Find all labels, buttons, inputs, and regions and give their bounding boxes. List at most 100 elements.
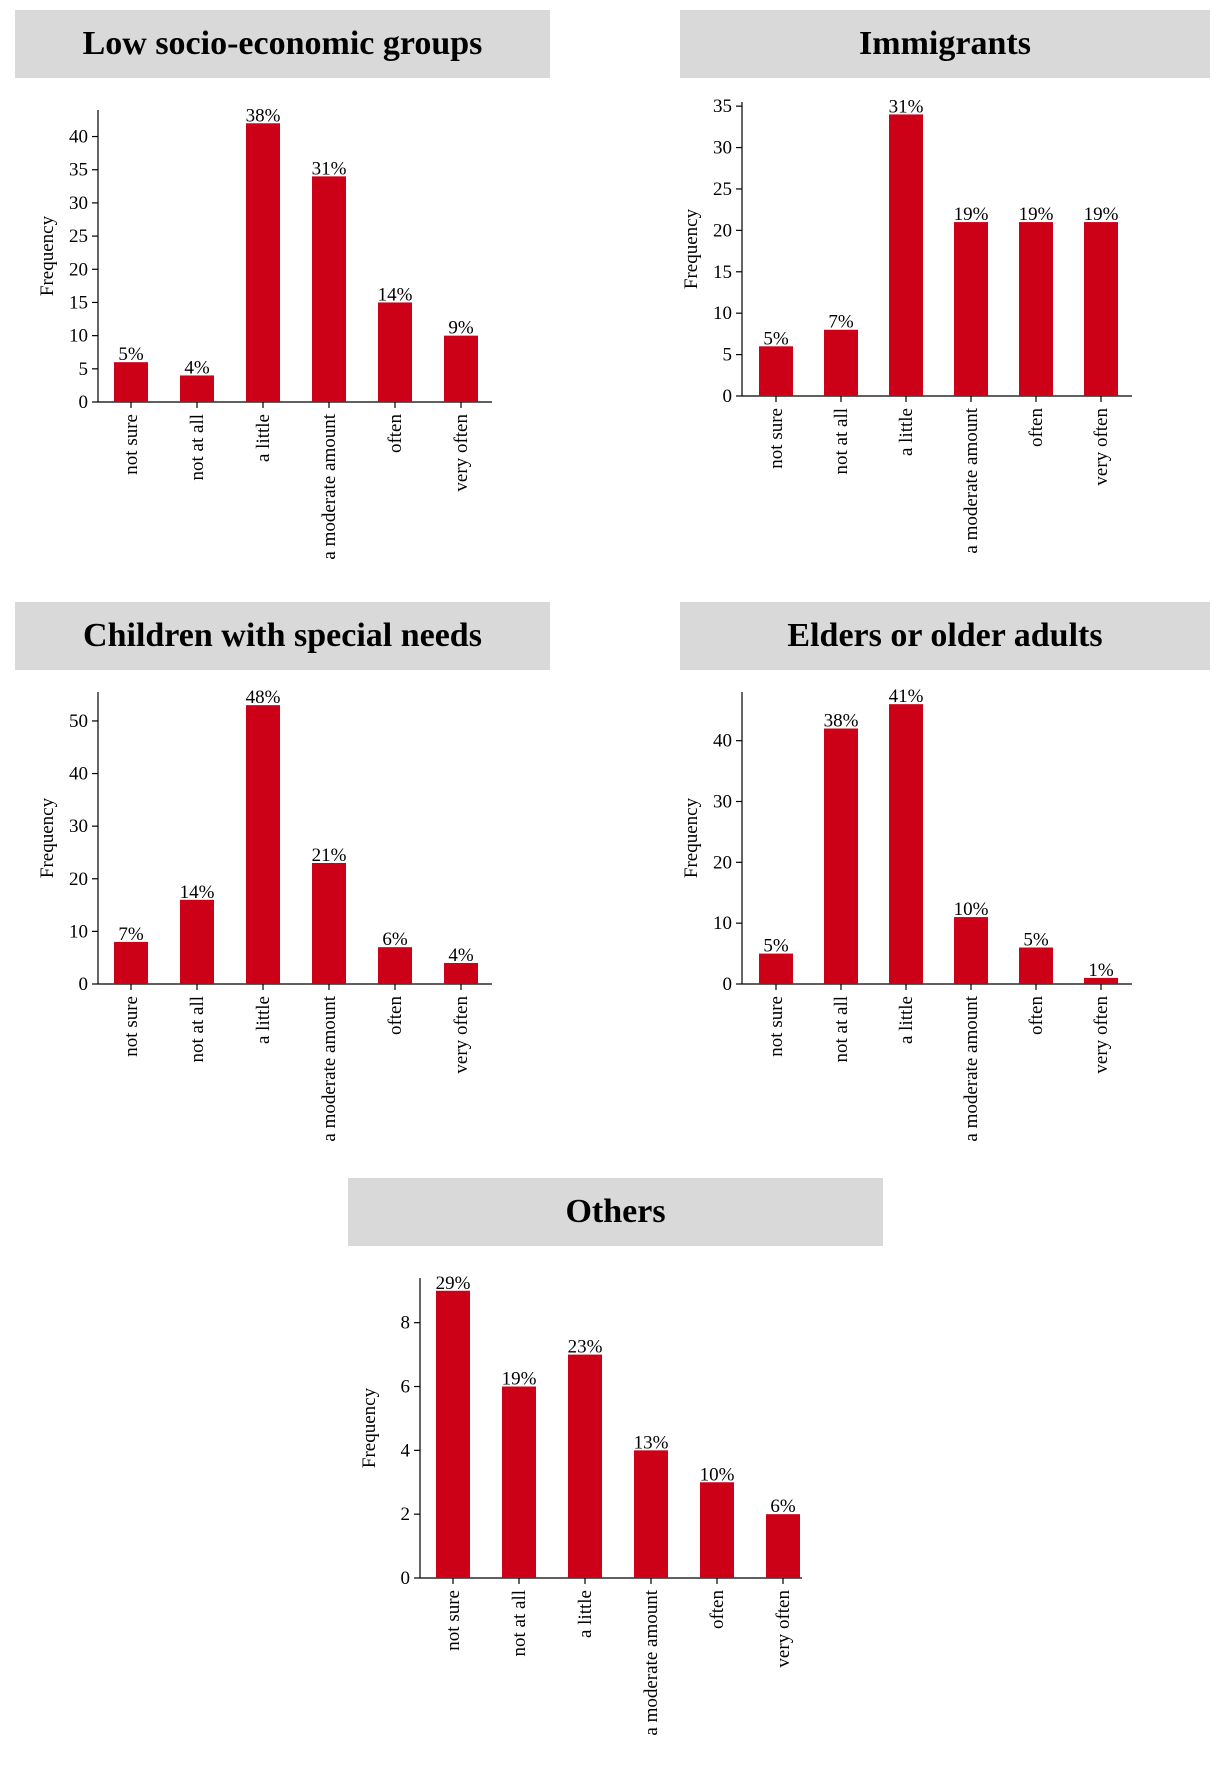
data-label: 19% [1084,204,1119,225]
data-label: 38% [824,711,859,732]
x-tick-label: a moderate amount [961,407,982,553]
y-axis-label: Frequency [37,797,58,878]
x-tick-label: very often [451,414,472,492]
y-tick-label: 10 [69,921,88,942]
y-tick-label: 10 [69,326,88,347]
y-tick-label: 50 [69,711,88,732]
data-label: 7% [118,924,144,945]
y-tick-label: 0 [401,1568,411,1589]
bar-chart: 0 2 4 6 8 Frequency 29% not sure 19% not at all 23… [359,1273,802,1736]
bar [954,917,988,984]
x-tick-label: often [707,1590,728,1630]
bar-chart: 0 10 20 30 40 Frequency 5% not sure 38% not at al… [681,686,1132,1142]
chart-title: Others [348,1178,883,1246]
x-tick-label: very often [451,996,472,1074]
bar [246,123,280,402]
data-label: 23% [568,1337,603,1358]
chart-title: Elders or older adults [680,602,1210,670]
y-tick-label: 20 [69,869,88,890]
bar [378,302,412,402]
y-tick-label: 35 [69,160,88,181]
data-label: 21% [312,845,347,866]
y-tick-label: 10 [713,303,732,324]
data-label: 5% [118,344,144,365]
x-tick-label: often [1026,408,1047,448]
bar-chart: 0 5 10 15 20 25 30 35 40 Frequency 5% not sure 4% not… [37,105,492,560]
x-tick-label: a little [253,996,274,1044]
data-label: 48% [246,687,281,708]
x-tick-label: not at all [831,996,852,1062]
y-tick-label: 5 [723,345,733,366]
y-tick-label: 15 [713,262,732,283]
y-tick-label: 30 [713,138,732,159]
y-tick-label: 10 [713,913,732,934]
chart-title: Immigrants [680,10,1210,78]
x-tick-label: very often [773,1590,794,1668]
y-tick-label: 25 [69,226,88,247]
bar-chart: 0 5 10 15 20 25 30 35 Frequency 5% not sure 7% not a… [681,96,1132,554]
data-label: 4% [448,945,474,966]
x-tick-label: not sure [443,1590,464,1651]
bar [180,375,214,402]
data-label: 14% [378,284,413,305]
data-label: 19% [502,1369,537,1390]
bar [114,941,148,984]
bar [1084,222,1118,396]
x-tick-label: often [385,996,406,1036]
bar [114,362,148,402]
bar [378,947,412,984]
y-tick-label: 35 [713,96,732,117]
y-axis-label: Frequency [359,1387,380,1468]
y-axis-label: Frequency [681,797,702,878]
x-tick-label: a moderate amount [319,413,340,559]
x-tick-label: a moderate amount [319,995,340,1141]
x-tick-label: a moderate amount [641,1589,662,1735]
data-label: 31% [312,158,347,179]
y-tick-label: 40 [69,764,88,785]
y-tick-label: 20 [713,852,732,873]
data-label: 6% [382,929,408,950]
bar [436,1290,470,1578]
x-tick-label: a little [253,414,274,462]
bar [759,953,793,984]
data-label: 31% [889,96,924,117]
data-label: 19% [954,204,989,225]
data-label: 14% [180,882,215,903]
x-tick-label: not at all [831,408,852,474]
data-label: 29% [436,1273,471,1294]
bar [444,962,478,984]
y-tick-label: 0 [723,386,733,407]
x-tick-label: a little [896,996,917,1044]
data-label: 10% [954,899,989,920]
bar [766,1514,800,1578]
bar [889,114,923,396]
y-tick-label: 40 [713,731,732,752]
bar [312,176,346,402]
bar [824,728,858,984]
x-tick-label: often [1026,996,1047,1036]
bar [568,1354,602,1578]
data-label: 10% [700,1464,735,1485]
bar-chart: 0 10 20 30 40 50 Frequency 7% not sure 14% not at … [37,687,492,1142]
bar [312,862,346,984]
y-axis-label: Frequency [37,215,58,296]
x-tick-label: often [385,414,406,454]
data-label: 9% [448,318,474,339]
bar [1084,977,1118,984]
y-tick-label: 4 [401,1440,411,1461]
y-tick-label: 30 [69,816,88,837]
y-tick-label: 40 [69,127,88,148]
chart-title: Low socio-economic groups [15,10,550,78]
x-tick-label: not sure [766,996,787,1057]
bar [759,346,793,396]
data-label: 13% [634,1432,669,1453]
y-tick-label: 30 [713,792,732,813]
y-tick-label: 15 [69,292,88,313]
data-label: 6% [770,1496,796,1517]
data-label: 5% [763,328,789,349]
x-tick-label: not sure [121,414,142,475]
y-tick-label: 0 [79,392,89,413]
x-tick-label: very often [1091,996,1112,1074]
bar [700,1482,734,1578]
y-tick-label: 20 [69,259,88,280]
